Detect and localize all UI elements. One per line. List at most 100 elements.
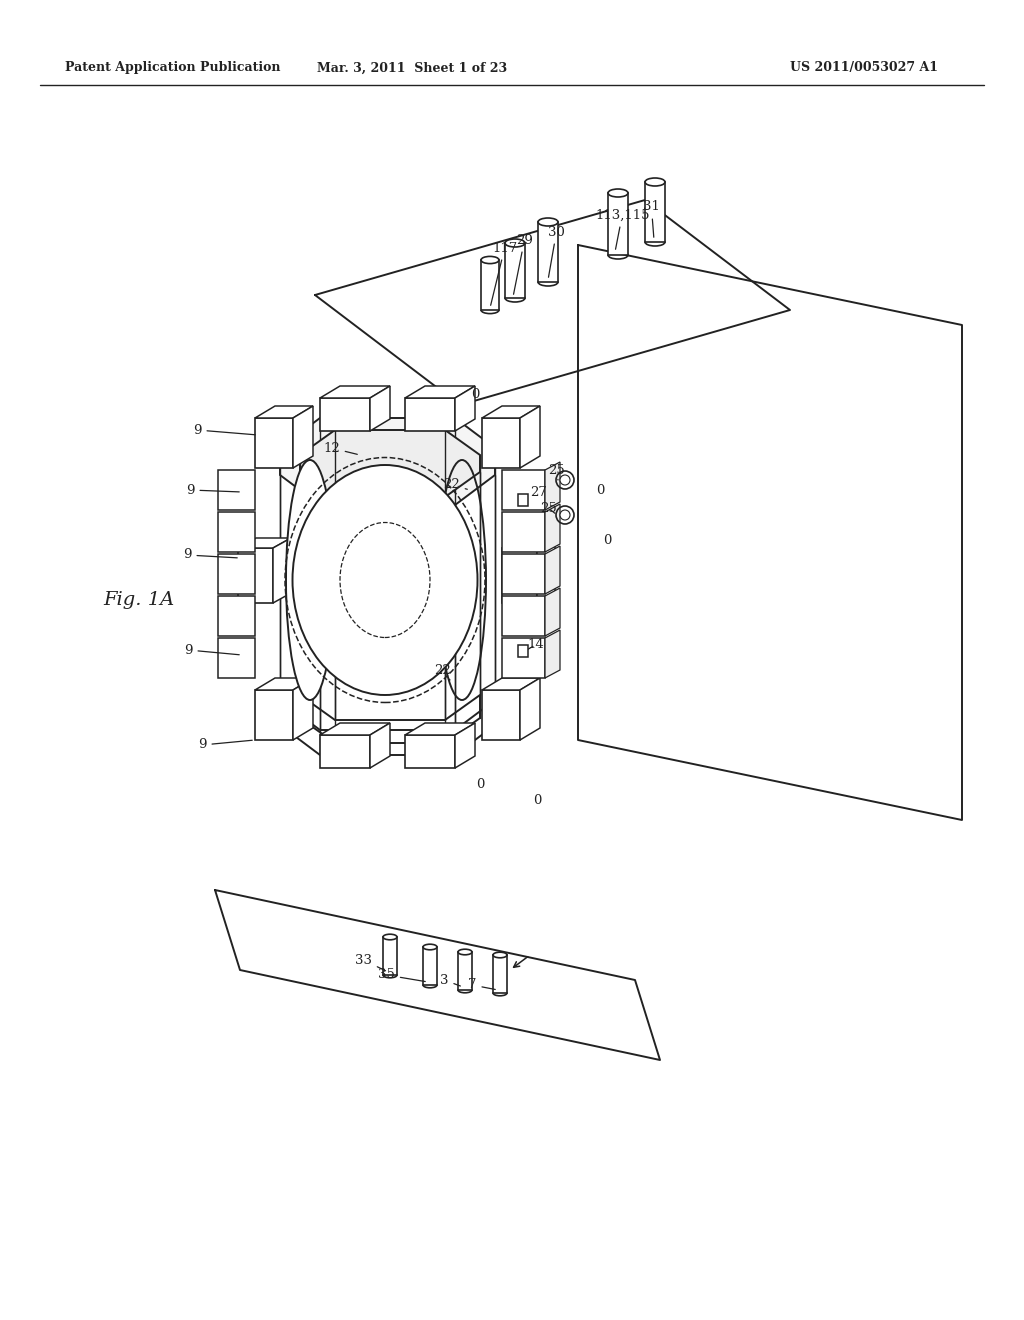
Text: Fig. 1A: Fig. 1A bbox=[103, 591, 174, 609]
Ellipse shape bbox=[538, 218, 558, 226]
Text: 9: 9 bbox=[186, 483, 240, 496]
Polygon shape bbox=[255, 407, 313, 418]
Polygon shape bbox=[505, 243, 525, 298]
Text: 7: 7 bbox=[468, 978, 496, 991]
Text: 9: 9 bbox=[183, 549, 238, 561]
Polygon shape bbox=[218, 597, 255, 636]
Polygon shape bbox=[545, 462, 560, 510]
Polygon shape bbox=[502, 470, 545, 510]
Text: 22: 22 bbox=[434, 664, 451, 680]
Ellipse shape bbox=[493, 952, 507, 958]
Text: 0: 0 bbox=[596, 483, 604, 496]
Ellipse shape bbox=[383, 935, 397, 940]
Text: 0: 0 bbox=[532, 793, 542, 807]
Polygon shape bbox=[218, 470, 255, 510]
Polygon shape bbox=[406, 723, 475, 735]
Text: 9: 9 bbox=[193, 424, 255, 437]
Polygon shape bbox=[502, 539, 555, 548]
Polygon shape bbox=[319, 723, 390, 735]
Polygon shape bbox=[370, 723, 390, 768]
Polygon shape bbox=[502, 512, 545, 552]
Bar bbox=[518, 645, 528, 657]
Text: 29: 29 bbox=[514, 234, 532, 294]
Polygon shape bbox=[482, 418, 520, 469]
Polygon shape bbox=[502, 638, 545, 678]
Polygon shape bbox=[545, 504, 560, 552]
Ellipse shape bbox=[423, 944, 437, 950]
Text: 33: 33 bbox=[355, 953, 385, 970]
Polygon shape bbox=[482, 678, 540, 690]
Polygon shape bbox=[218, 554, 255, 594]
Polygon shape bbox=[383, 937, 397, 975]
Polygon shape bbox=[273, 539, 291, 603]
Polygon shape bbox=[482, 690, 520, 741]
Polygon shape bbox=[455, 385, 475, 432]
Polygon shape bbox=[293, 407, 313, 469]
Text: 35: 35 bbox=[378, 969, 425, 982]
Polygon shape bbox=[406, 385, 475, 399]
Polygon shape bbox=[493, 954, 507, 993]
Polygon shape bbox=[538, 222, 558, 282]
Polygon shape bbox=[545, 587, 560, 636]
Polygon shape bbox=[218, 512, 255, 552]
Polygon shape bbox=[545, 546, 560, 594]
Text: 0: 0 bbox=[476, 779, 484, 792]
Polygon shape bbox=[319, 735, 370, 768]
Text: 0: 0 bbox=[471, 388, 479, 401]
Polygon shape bbox=[255, 690, 293, 741]
Polygon shape bbox=[218, 638, 255, 678]
Polygon shape bbox=[455, 723, 475, 768]
Polygon shape bbox=[502, 548, 537, 603]
Text: 22: 22 bbox=[443, 479, 467, 491]
Polygon shape bbox=[645, 182, 665, 242]
Text: 0: 0 bbox=[603, 533, 611, 546]
Polygon shape bbox=[319, 399, 370, 432]
Polygon shape bbox=[293, 678, 313, 741]
Ellipse shape bbox=[481, 256, 499, 264]
Bar bbox=[518, 494, 528, 506]
Polygon shape bbox=[255, 678, 313, 690]
Polygon shape bbox=[608, 193, 628, 255]
Text: 9: 9 bbox=[198, 738, 252, 751]
Polygon shape bbox=[502, 554, 545, 594]
Polygon shape bbox=[458, 952, 472, 990]
Polygon shape bbox=[238, 548, 273, 603]
Text: 14: 14 bbox=[527, 639, 544, 652]
Polygon shape bbox=[520, 407, 540, 469]
Polygon shape bbox=[520, 678, 540, 741]
Polygon shape bbox=[238, 539, 291, 548]
Text: 9: 9 bbox=[184, 644, 240, 656]
Polygon shape bbox=[300, 430, 480, 498]
Circle shape bbox=[560, 475, 570, 484]
Text: 30: 30 bbox=[548, 226, 565, 277]
Ellipse shape bbox=[293, 465, 477, 696]
Polygon shape bbox=[319, 385, 390, 399]
Text: US 2011/0053027 A1: US 2011/0053027 A1 bbox=[790, 62, 938, 74]
Polygon shape bbox=[406, 735, 455, 768]
Polygon shape bbox=[537, 539, 555, 603]
Text: Patent Application Publication: Patent Application Publication bbox=[65, 62, 281, 74]
Ellipse shape bbox=[608, 189, 628, 197]
Ellipse shape bbox=[505, 239, 525, 247]
Polygon shape bbox=[481, 260, 499, 310]
Text: 3: 3 bbox=[440, 974, 461, 986]
Circle shape bbox=[560, 510, 570, 520]
Polygon shape bbox=[482, 407, 540, 418]
Text: 31: 31 bbox=[643, 201, 659, 238]
Polygon shape bbox=[545, 630, 560, 678]
Text: 113,115: 113,115 bbox=[595, 209, 649, 249]
Polygon shape bbox=[370, 385, 390, 432]
Polygon shape bbox=[423, 946, 437, 985]
Text: 25: 25 bbox=[540, 502, 557, 515]
Text: 117: 117 bbox=[490, 242, 517, 305]
Text: Mar. 3, 2011  Sheet 1 of 23: Mar. 3, 2011 Sheet 1 of 23 bbox=[317, 62, 507, 74]
Text: 12: 12 bbox=[323, 441, 357, 454]
Polygon shape bbox=[502, 597, 545, 636]
Polygon shape bbox=[406, 399, 455, 432]
Polygon shape bbox=[280, 418, 495, 506]
Ellipse shape bbox=[286, 459, 334, 700]
Text: 27: 27 bbox=[525, 486, 547, 500]
Polygon shape bbox=[255, 418, 293, 469]
Ellipse shape bbox=[645, 178, 665, 186]
Text: 25: 25 bbox=[548, 463, 565, 480]
